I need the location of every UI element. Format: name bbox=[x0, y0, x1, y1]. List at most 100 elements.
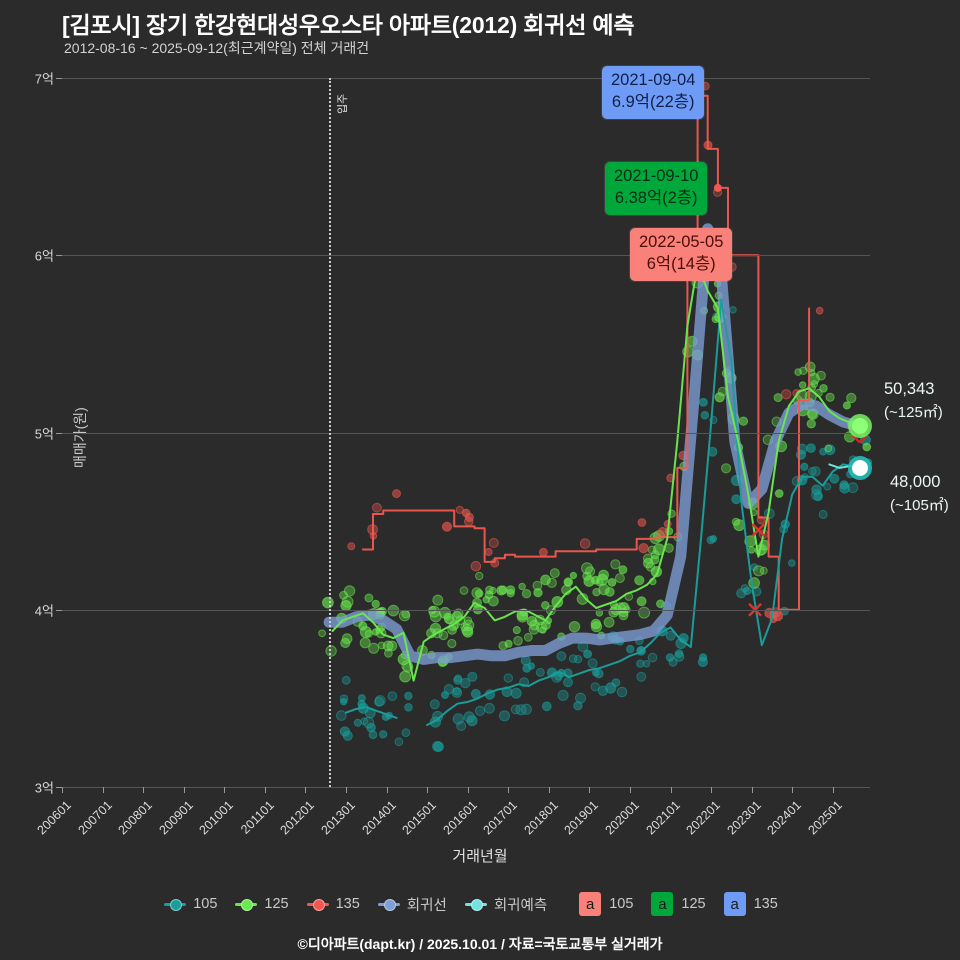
legend-marker-icon bbox=[164, 896, 187, 912]
deal-callout-c135[interactable]: 2021-09-04 6.9억(22층) bbox=[602, 66, 705, 119]
y-tick-mark bbox=[56, 432, 62, 434]
x-tick-label: 201801 bbox=[521, 798, 561, 838]
x-tick-label: 200801 bbox=[115, 798, 156, 838]
highlight-deal-dot bbox=[713, 183, 722, 192]
x-tick-mark bbox=[305, 787, 307, 793]
deal-callout-c125[interactable]: 2021-09-10 6.38억(2층) bbox=[605, 162, 708, 215]
footer-credit: ©디아파트(dapt.kr) / 2025.10.01 / 자료=국토교통부 실… bbox=[297, 936, 663, 952]
movein-marker-label: 입주 bbox=[337, 93, 350, 114]
callout-value: 6.38억(2층) bbox=[614, 188, 698, 207]
series-endpoint-dot-105[interactable] bbox=[851, 459, 868, 476]
endpoint-price: 48,000 bbox=[890, 473, 941, 491]
x-tick-label: 201401 bbox=[359, 798, 399, 838]
legend-label: 105 bbox=[193, 896, 218, 912]
series-line-regression bbox=[323, 223, 866, 665]
x-tick-mark bbox=[345, 787, 347, 793]
y-tick-label: 6억 bbox=[34, 248, 54, 264]
x-tick-label: 202201 bbox=[683, 798, 723, 838]
x-tick-label: 201301 bbox=[318, 798, 358, 838]
x-tick-mark bbox=[670, 787, 672, 793]
x-tick-label: 202101 bbox=[643, 798, 683, 838]
deal-callout-c105[interactable]: 2022-05-05 6억(14층) bbox=[630, 228, 733, 281]
legend-item-125[interactable]: 125 bbox=[235, 896, 289, 912]
legend-label: 105 bbox=[609, 896, 634, 912]
swatch-glyph-icon: a bbox=[723, 892, 746, 916]
legend-label: 회귀예측 bbox=[493, 897, 548, 914]
x-tick-mark bbox=[183, 787, 185, 793]
x-tick-label: 202401 bbox=[764, 798, 805, 838]
endpoint-price: 50,343 bbox=[884, 380, 935, 398]
legend-label: 135 bbox=[753, 896, 778, 912]
legend-item-105[interactable]: 105 bbox=[164, 896, 217, 912]
endpoint-label-125: 50,343 (~125㎡) bbox=[884, 380, 943, 422]
y-tick-label: 3억 bbox=[34, 780, 54, 796]
endpoint-label-105: 48,000 (~105㎡) bbox=[890, 473, 949, 515]
page-title: [김포시] 장기 한강현대성우오스타 아파트(2012) 회귀선 예측 bbox=[62, 12, 635, 38]
x-tick-mark bbox=[143, 787, 145, 793]
legend-marker-icon bbox=[377, 896, 400, 912]
endpoint-area: (~105㎡) bbox=[890, 497, 949, 514]
callout-date: 2021-09-04 bbox=[611, 71, 696, 89]
series-line-135 bbox=[361, 94, 811, 611]
x-tick-mark bbox=[427, 787, 429, 793]
scatter-105 bbox=[336, 306, 873, 752]
legend-item-135[interactable]: 135 bbox=[306, 896, 360, 912]
y-tick-label: 7억 bbox=[34, 71, 54, 87]
x-tick-mark bbox=[386, 787, 388, 793]
x-tick-mark bbox=[751, 787, 753, 793]
x-tick-label: 201701 bbox=[480, 798, 521, 838]
callout-value: 6억(14층) bbox=[646, 254, 716, 273]
legend-item-회귀선[interactable]: 회귀선 bbox=[377, 894, 447, 915]
legend-callout-swatch-125[interactable]: a 125 bbox=[651, 892, 706, 916]
cancelled-deal-x-marker bbox=[852, 434, 868, 444]
x-tick-mark bbox=[711, 787, 713, 793]
legend-label: 135 bbox=[335, 896, 360, 912]
x-tick-label: 201001 bbox=[196, 798, 237, 838]
page-subtitle: 2012-08-16 ~ 2025-09-12(최근계약일) 전체 거래건 bbox=[64, 40, 370, 56]
y-tick-label: 5억 bbox=[34, 426, 54, 441]
x-tick-mark bbox=[792, 787, 794, 793]
legend-label: 125 bbox=[264, 896, 289, 912]
x-tick-label: 202001 bbox=[602, 798, 642, 838]
legend-label: 회귀선 bbox=[406, 897, 447, 914]
legend-marker-icon bbox=[306, 896, 329, 912]
y-gridline bbox=[62, 609, 870, 611]
x-tick-mark bbox=[548, 787, 550, 793]
legend-callout-swatch-105[interactable]: a 105 bbox=[579, 892, 633, 916]
endpoint-area: (~125㎡) bbox=[884, 404, 943, 421]
swatch-glyph-icon: a bbox=[579, 892, 602, 916]
x-axis-title: 거래년월 bbox=[452, 848, 508, 865]
x-tick-mark bbox=[467, 787, 469, 793]
legend-marker-icon bbox=[464, 896, 487, 912]
legend-marker-icon bbox=[235, 896, 258, 912]
x-tick-label: 201201 bbox=[277, 798, 318, 838]
legend-label: 125 bbox=[681, 896, 706, 912]
y-tick-mark bbox=[56, 609, 62, 611]
series-line-105 bbox=[345, 298, 861, 726]
x-tick-label: 200601 bbox=[34, 798, 74, 838]
x-tick-label: 202301 bbox=[724, 798, 764, 838]
x-tick-label: 201901 bbox=[561, 798, 602, 838]
x-tick-label: 201601 bbox=[440, 798, 480, 838]
legend-callout-swatch-135[interactable]: a 135 bbox=[723, 892, 778, 916]
callout-date: 2021-09-10 bbox=[614, 167, 699, 185]
y-tick-mark bbox=[56, 255, 62, 257]
plot-area: 매매가(원) 3억 4억 5억 6억 7억 200601 200701 200801 20090… bbox=[35, 72, 873, 837]
series-layer bbox=[318, 81, 873, 752]
legend-item-회귀예측[interactable]: 회귀예측 bbox=[464, 894, 548, 915]
swatch-glyph-icon: a bbox=[651, 892, 674, 916]
scatter-125 bbox=[318, 249, 872, 683]
y-gridline bbox=[62, 255, 870, 257]
y-tick-mark bbox=[56, 78, 62, 79]
cancelled-deal-x-marker bbox=[751, 523, 766, 537]
x-tick-mark bbox=[832, 787, 834, 793]
series-endpoint-dot-125[interactable] bbox=[851, 418, 868, 435]
x-tick-mark bbox=[102, 787, 104, 793]
callout-value: 6.9억(22층) bbox=[611, 92, 695, 111]
y-gridline bbox=[62, 787, 870, 788]
x-tick-mark bbox=[264, 787, 266, 793]
x-tick-mark bbox=[589, 787, 591, 793]
x-tick-label: 201101 bbox=[237, 798, 277, 837]
y-gridline bbox=[62, 78, 870, 79]
x-tick-mark bbox=[224, 787, 226, 793]
